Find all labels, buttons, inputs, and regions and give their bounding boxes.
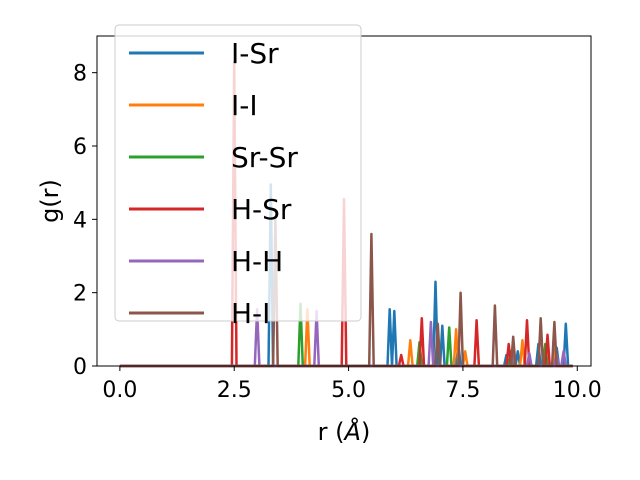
x-tick-label: 5.0: [331, 378, 366, 403]
legend-label: Sr-Sr: [231, 141, 298, 174]
y-tick-label: 2: [73, 282, 87, 307]
y-tick-label: 8: [73, 62, 87, 87]
legend-label: I-I: [231, 89, 258, 122]
legend-box: [114, 24, 362, 322]
legend-label: H-H: [231, 245, 283, 278]
x-axis-label: r (Å): [318, 417, 371, 446]
y-axis: 0 2 4 6 8: [73, 62, 97, 380]
x-axis: 0.0 2.5 5.0 7.5 10.0: [102, 366, 602, 403]
legend-label: H-Sr: [231, 193, 292, 226]
x-tick-label: 2.5: [217, 378, 252, 403]
y-tick-label: 0: [73, 355, 87, 380]
legend-label: I-Sr: [231, 37, 279, 70]
y-axis-label: g(r): [36, 179, 64, 223]
legend: I-Sr I-I Sr-Sr H-Sr H-H H-I: [114, 24, 362, 330]
x-tick-label: 0.0: [102, 378, 137, 403]
legend-label: H-I: [231, 297, 270, 330]
x-tick-label: 10.0: [553, 378, 602, 403]
y-tick-label: 6: [73, 135, 87, 160]
x-tick-label: 7.5: [445, 378, 480, 403]
y-tick-label: 4: [73, 208, 87, 233]
